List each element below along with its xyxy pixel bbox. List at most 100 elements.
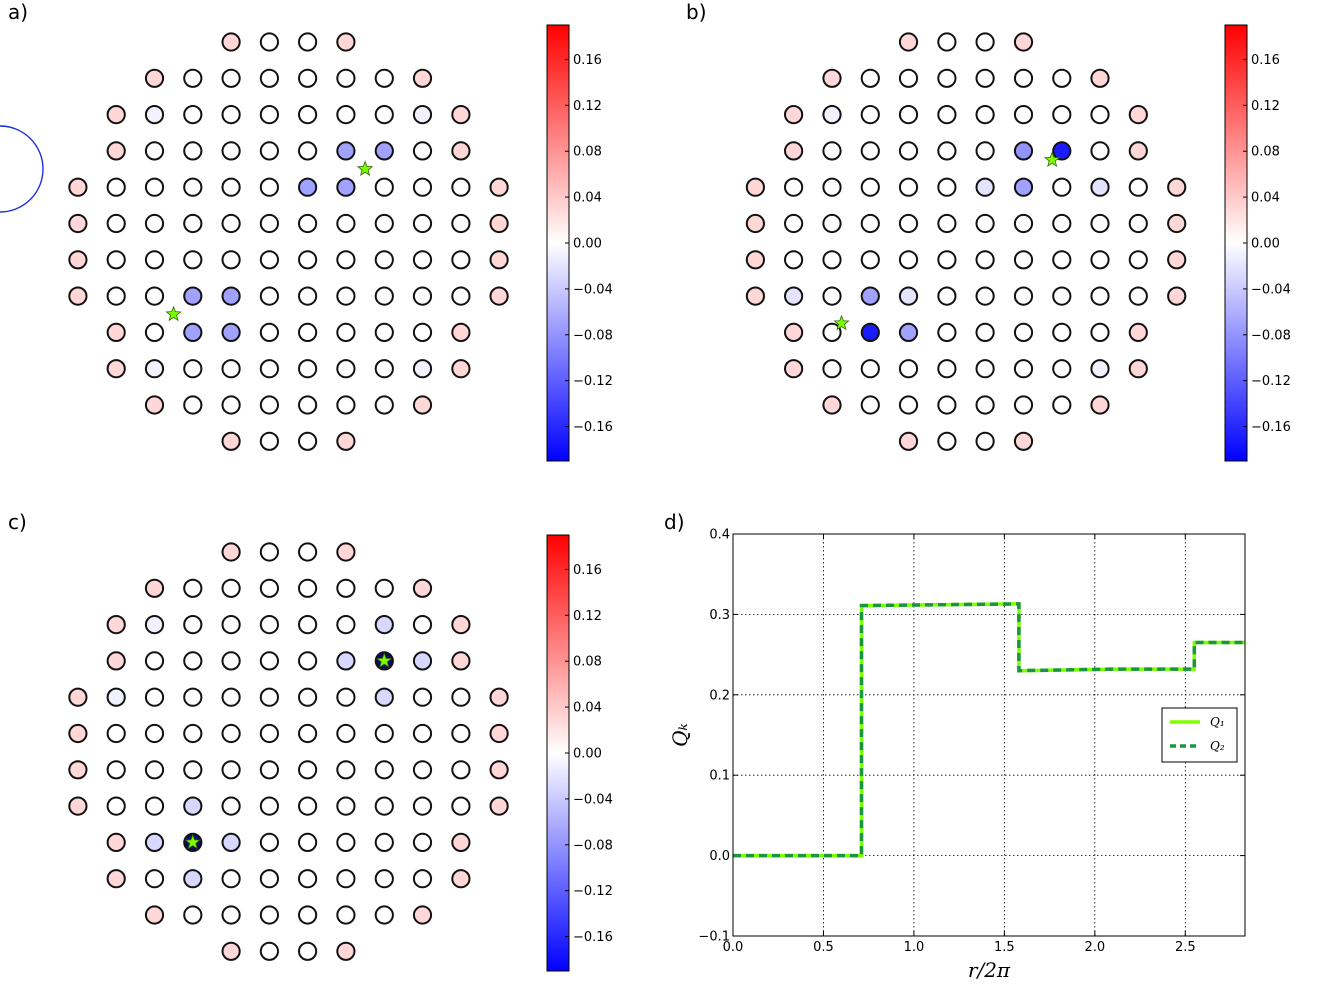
lattice-site <box>898 68 919 88</box>
legend-box <box>1161 707 1238 763</box>
lattice-site <box>937 395 957 415</box>
colorbar-tick-label: −0.16 <box>573 930 613 945</box>
lattice-site <box>1167 213 1187 234</box>
lattice-site <box>336 141 356 161</box>
lattice-site <box>298 250 318 270</box>
lattice-site <box>898 322 919 342</box>
lattice-site <box>745 177 766 197</box>
lattice-site <box>106 141 126 161</box>
lattice-site <box>259 322 279 342</box>
lattice-site <box>975 177 995 197</box>
lattice-site <box>298 213 318 234</box>
lattice-site <box>1013 286 1034 306</box>
lattice-site <box>106 359 126 379</box>
lattice-site <box>336 905 356 925</box>
lattice-site <box>374 687 394 707</box>
lattice-site <box>1128 105 1148 125</box>
lattice-site <box>745 286 766 306</box>
lattice-site <box>412 395 433 415</box>
lattice-site <box>298 141 318 161</box>
lattice-site <box>898 141 919 161</box>
x-axis-label: r/2π <box>968 958 1011 982</box>
lattice-site <box>412 687 433 707</box>
lattice-site <box>374 250 394 270</box>
lattice-site <box>374 68 394 88</box>
panel-a-label: a) <box>8 0 28 24</box>
lattice-site <box>106 651 126 671</box>
lattice-site <box>975 431 995 451</box>
lattice-site <box>298 322 318 342</box>
lattice-site <box>259 68 279 88</box>
colorbar-tick-label: −0.16 <box>1251 420 1291 435</box>
lattice-site <box>144 395 165 415</box>
lattice-site <box>860 322 880 342</box>
colorbar-tick-label: −0.08 <box>573 328 613 343</box>
lattice-site <box>1167 286 1187 306</box>
x-tick-label: 2.5 <box>1175 940 1196 955</box>
lattice-site <box>745 213 766 234</box>
lattice-site <box>221 651 241 671</box>
lattice-site <box>259 542 279 562</box>
lattice-site <box>451 250 471 270</box>
lattice-site <box>144 250 165 270</box>
lattice-site <box>144 615 165 635</box>
lattice-site <box>1090 359 1110 379</box>
lattice-site <box>298 286 318 306</box>
lattice-site <box>451 286 471 306</box>
x-tick-label: 2.0 <box>1084 940 1105 955</box>
lattice-site <box>106 796 126 816</box>
lattice-site <box>1013 177 1034 197</box>
lattice-site <box>298 941 318 961</box>
lattice-site <box>822 395 842 415</box>
lattice-site <box>221 723 241 744</box>
lattice-site <box>451 105 471 125</box>
star-marker <box>833 314 850 331</box>
lattice-site <box>975 250 995 270</box>
colorbar-tick-label: −0.12 <box>573 374 613 389</box>
colorbar-tick-label: 0.00 <box>573 237 602 252</box>
panel-c: c) 0.16 0.12 0.08 0.04 0.00 −0.04 −0.08 −0.12 −0… <box>8 510 613 972</box>
x-tick-label: 0.5 <box>813 940 834 955</box>
lattice-site <box>1052 395 1072 415</box>
lattice-site <box>183 213 203 234</box>
lattice-site <box>784 141 804 161</box>
lattice-site <box>336 869 356 889</box>
lattice-site <box>412 286 433 306</box>
lattice-site <box>298 832 318 853</box>
lattice-site <box>336 395 356 415</box>
lattice-site <box>221 431 241 451</box>
y-tick-label: 0.4 <box>709 528 730 543</box>
lattice-site <box>336 615 356 635</box>
lattice-site <box>1052 177 1072 197</box>
lattice-site <box>298 723 318 744</box>
lattice-site <box>221 687 241 707</box>
lattice-site <box>298 869 318 889</box>
lattice-site <box>898 431 919 451</box>
lattice-site <box>68 723 88 744</box>
lattice-site <box>1013 250 1034 270</box>
lattice-site <box>860 68 880 88</box>
lattice-site <box>822 105 842 125</box>
y-tick-label: 0.2 <box>709 688 730 703</box>
lattice-site <box>451 687 471 707</box>
lattice-site <box>221 869 241 889</box>
lattice-site <box>1052 250 1072 270</box>
lattice-site <box>336 359 356 379</box>
lattice-site <box>336 213 356 234</box>
lattice-site <box>937 322 957 342</box>
lattice-site <box>489 760 509 780</box>
colorbar-tick-label: 0.08 <box>573 145 602 160</box>
lattice-site <box>221 359 241 379</box>
lattice-site <box>1013 322 1034 342</box>
lattice-site <box>221 141 241 161</box>
lattice-site <box>221 322 241 342</box>
lattice-site <box>412 905 433 925</box>
lattice-site <box>259 141 279 161</box>
lattice-site <box>860 286 880 306</box>
colorbar-tick-label: 0.12 <box>573 609 602 624</box>
lattice-site <box>221 832 241 853</box>
y-tick-label: −0.1 <box>698 930 730 945</box>
lattice-site <box>1013 68 1034 88</box>
lattice-site <box>259 832 279 853</box>
lattice-site <box>898 177 919 197</box>
